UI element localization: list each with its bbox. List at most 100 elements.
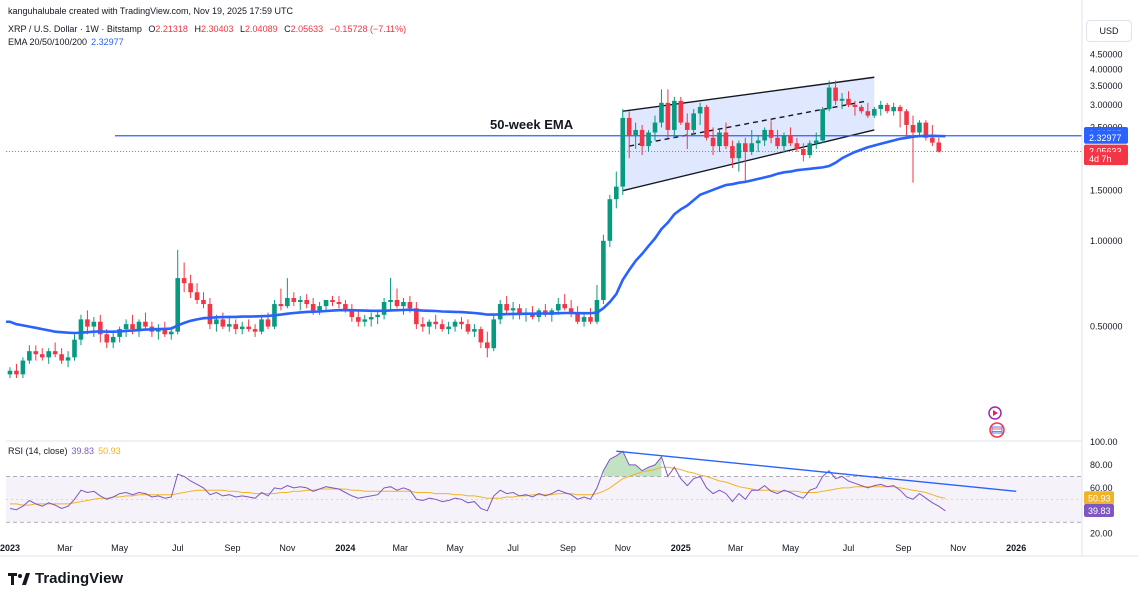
candle[interactable] bbox=[807, 140, 813, 159]
candle[interactable] bbox=[375, 310, 380, 325]
candle[interactable] bbox=[259, 314, 264, 335]
candle[interactable] bbox=[433, 314, 438, 330]
candle[interactable] bbox=[227, 317, 232, 332]
candle[interactable] bbox=[801, 143, 806, 162]
candle[interactable] bbox=[175, 249, 180, 335]
candle[interactable] bbox=[852, 100, 858, 116]
candle[interactable] bbox=[478, 326, 484, 349]
candle[interactable] bbox=[285, 278, 290, 309]
candle[interactable] bbox=[136, 319, 142, 337]
candle[interactable] bbox=[201, 292, 206, 309]
candle[interactable] bbox=[788, 127, 793, 147]
candle[interactable] bbox=[639, 124, 645, 156]
candle[interactable] bbox=[620, 109, 626, 195]
candle[interactable] bbox=[678, 96, 684, 125]
time-axis[interactable]: 2023 Mar May Jul Sep Nov 2024 Mar May Jul Sep Nov 20… bbox=[0, 543, 1138, 557]
candle[interactable] bbox=[762, 127, 767, 147]
candle[interactable] bbox=[278, 288, 284, 311]
candle[interactable] bbox=[156, 324, 161, 340]
rsi-ma-line[interactable] bbox=[10, 466, 946, 506]
rsi-tag[interactable]: 39.83 bbox=[1084, 503, 1114, 517]
candle[interactable] bbox=[52, 342, 58, 358]
candle[interactable] bbox=[897, 104, 903, 128]
candle[interactable] bbox=[833, 80, 838, 105]
candle[interactable] bbox=[865, 102, 871, 118]
candle[interactable] bbox=[775, 129, 780, 150]
candle[interactable] bbox=[98, 314, 103, 343]
candle[interactable] bbox=[872, 106, 877, 118]
candle[interactable] bbox=[368, 312, 374, 327]
candle[interactable] bbox=[220, 312, 226, 330]
currency-selector[interactable]: USD bbox=[1086, 20, 1132, 42]
candle[interactable] bbox=[859, 104, 864, 114]
candle[interactable] bbox=[459, 317, 464, 330]
candle[interactable] bbox=[549, 308, 555, 322]
us-flag-event-icon[interactable] bbox=[989, 422, 1005, 438]
candle[interactable] bbox=[349, 304, 355, 322]
candle[interactable] bbox=[388, 278, 393, 311]
ideas-icon[interactable] bbox=[988, 406, 1002, 420]
candle[interactable] bbox=[878, 100, 884, 116]
candle[interactable] bbox=[291, 292, 297, 307]
candle[interactable] bbox=[710, 127, 716, 156]
candle[interactable] bbox=[717, 129, 722, 152]
candle[interactable] bbox=[581, 312, 587, 327]
candle[interactable] bbox=[7, 367, 13, 379]
candle[interactable] bbox=[59, 348, 64, 364]
candle[interactable] bbox=[91, 317, 97, 337]
rsi-legend[interactable]: RSI (14, close) 39.83 50.93 bbox=[8, 446, 121, 456]
candle[interactable] bbox=[239, 321, 245, 335]
candle[interactable] bbox=[39, 348, 45, 361]
candle[interactable] bbox=[491, 314, 497, 352]
candle[interactable] bbox=[414, 301, 419, 330]
price-tag[interactable]: 2.32977 bbox=[1084, 130, 1128, 144]
candle[interactable] bbox=[401, 298, 406, 315]
rsi-tag[interactable]: 50.93 bbox=[1084, 491, 1114, 505]
candle[interactable] bbox=[78, 314, 84, 346]
candle[interactable] bbox=[381, 298, 387, 320]
candle[interactable] bbox=[14, 363, 19, 379]
candle[interactable] bbox=[194, 283, 200, 305]
candle[interactable] bbox=[781, 132, 787, 152]
candle[interactable] bbox=[497, 299, 503, 325]
candle[interactable] bbox=[330, 296, 335, 307]
candle[interactable] bbox=[252, 324, 258, 337]
candle[interactable] bbox=[356, 310, 361, 327]
candle[interactable] bbox=[27, 345, 32, 364]
candle[interactable] bbox=[181, 262, 187, 293]
candle[interactable] bbox=[233, 319, 239, 335]
candle[interactable] bbox=[46, 348, 51, 364]
candle[interactable] bbox=[485, 331, 490, 358]
candle[interactable] bbox=[472, 324, 477, 337]
candle[interactable] bbox=[517, 304, 522, 320]
channel-upper-line[interactable] bbox=[622, 76, 875, 112]
candle[interactable] bbox=[246, 319, 251, 332]
rsi-trendline[interactable] bbox=[616, 450, 1017, 493]
candle[interactable] bbox=[426, 319, 432, 335]
rsi-line[interactable] bbox=[9, 450, 946, 512]
candle[interactable] bbox=[910, 115, 916, 183]
candle[interactable] bbox=[188, 274, 193, 299]
candle[interactable] bbox=[594, 284, 600, 325]
candle[interactable] bbox=[820, 106, 825, 144]
candle[interactable] bbox=[465, 319, 471, 335]
candle[interactable] bbox=[839, 93, 845, 110]
candle[interactable] bbox=[568, 299, 574, 318]
candle[interactable] bbox=[730, 140, 735, 169]
candle[interactable] bbox=[297, 296, 303, 311]
candle[interactable] bbox=[633, 122, 638, 150]
candle[interactable] bbox=[317, 301, 322, 315]
candle[interactable] bbox=[813, 132, 819, 150]
candle[interactable] bbox=[304, 294, 309, 309]
candle[interactable] bbox=[626, 111, 632, 159]
candle[interactable] bbox=[562, 294, 567, 311]
candle[interactable] bbox=[20, 357, 26, 379]
candle[interactable] bbox=[33, 345, 39, 361]
candle[interactable] bbox=[917, 120, 922, 136]
candle[interactable] bbox=[72, 334, 77, 361]
candle[interactable] bbox=[826, 80, 832, 112]
candle[interactable] bbox=[336, 296, 342, 309]
candle[interactable] bbox=[646, 129, 651, 152]
candle[interactable] bbox=[672, 96, 677, 138]
